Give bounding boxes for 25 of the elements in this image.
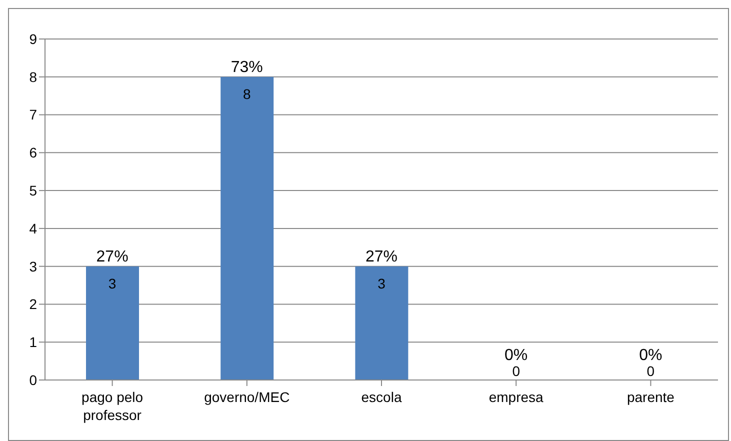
annotation: 27% bbox=[365, 248, 398, 266]
y-tick-label: 2 bbox=[29, 296, 38, 312]
y-tick-label: 7 bbox=[29, 106, 38, 123]
annotation: 0% bbox=[504, 347, 528, 364]
y-tick-label: 9 bbox=[29, 30, 38, 47]
data-label: 0 bbox=[646, 363, 655, 379]
y-tick-label: 4 bbox=[29, 220, 38, 236]
annotation: 73% bbox=[230, 58, 263, 76]
x-tick-label: pago pelo professor bbox=[82, 389, 144, 423]
annotation: 27% bbox=[96, 248, 128, 266]
x-tick-label: empresa bbox=[488, 389, 544, 405]
x-tick-label: escola bbox=[361, 389, 402, 405]
y-tick-label: 1 bbox=[29, 334, 38, 350]
y-tick-label: 5 bbox=[29, 182, 38, 199]
data-label: 8 bbox=[243, 86, 251, 102]
data-label: 0 bbox=[512, 363, 520, 379]
x-tick-label: governo/MEC bbox=[204, 389, 290, 405]
annotation: 0% bbox=[639, 347, 662, 364]
data-label: 3 bbox=[378, 275, 386, 292]
data-label: 3 bbox=[108, 275, 116, 292]
y-tick-label: 3 bbox=[29, 258, 38, 274]
y-tick-label: 8 bbox=[29, 68, 38, 85]
y-tick-label: 0 bbox=[29, 372, 38, 388]
y-tick-label: 6 bbox=[29, 144, 38, 161]
x-tick-label: parente bbox=[626, 389, 675, 405]
